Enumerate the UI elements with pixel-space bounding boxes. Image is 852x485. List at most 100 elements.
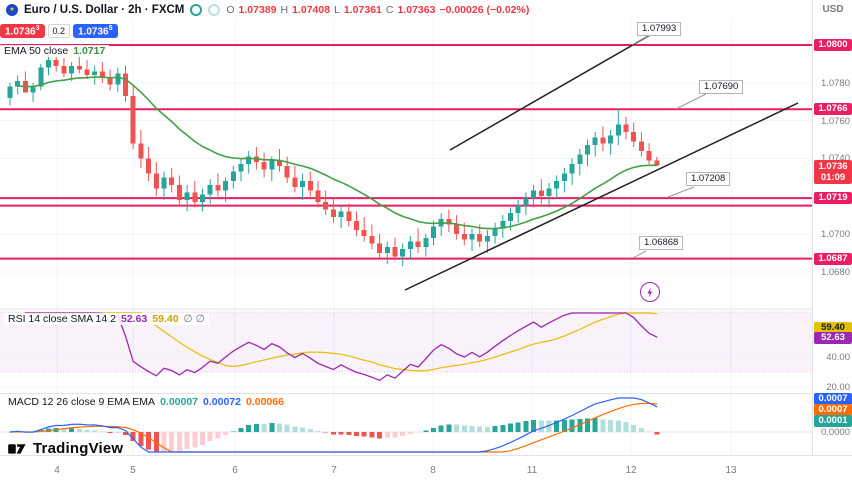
macd-value-badge: 0.0001 xyxy=(814,415,852,427)
trendline[interactable] xyxy=(449,30,658,151)
macd-hist-bar xyxy=(207,432,213,442)
candle-body xyxy=(538,190,544,197)
trendline[interactable] xyxy=(404,102,799,291)
candle-body xyxy=(392,247,398,257)
candle-body xyxy=(146,158,152,174)
candle-body xyxy=(415,241,421,248)
last-price-value: 1.0736 xyxy=(818,160,848,172)
candle-body xyxy=(192,192,198,202)
price-axis-label: 1.0740 xyxy=(820,153,850,165)
time-axis-label: 11 xyxy=(526,465,538,476)
macd-hist-bar xyxy=(554,420,560,432)
axis-currency-label[interactable]: USD xyxy=(822,4,844,15)
macd-hist-bar xyxy=(508,423,513,432)
macd-hist-bar xyxy=(123,432,128,435)
price-callout-3[interactable]: 1.07208 xyxy=(686,172,731,186)
price-callout-2[interactable]: 1.07690 xyxy=(699,80,744,94)
teal-ring-icon[interactable] xyxy=(208,4,221,16)
rsi-value-badge: 52.63 xyxy=(814,332,852,345)
macd-hist-bar xyxy=(477,426,483,432)
level-price-badge: 1.0766 xyxy=(814,103,852,116)
macd-hist-bar xyxy=(392,432,398,438)
macd-hist-bar xyxy=(608,420,614,432)
low-label: L xyxy=(334,4,340,16)
quick-trade-button[interactable] xyxy=(640,282,660,302)
rsi-legend[interactable]: RSI 14 close SMA 14 2 52.63 59.40 ∅ ∅ xyxy=(4,313,209,325)
candle-body xyxy=(369,235,375,244)
rsi-axis-label: 20.00 xyxy=(826,382,850,393)
macd-legend[interactable]: MACD 12 26 close 9 EMA EMA 0.00007 0.000… xyxy=(4,396,288,408)
candle-body xyxy=(315,190,321,202)
macd-hist-bar xyxy=(492,426,498,432)
candle-body xyxy=(577,154,583,165)
candle-body xyxy=(123,73,128,97)
candle-body xyxy=(115,73,121,85)
macd-hist-bar xyxy=(146,432,152,450)
price-axis[interactable]: USD 1.07801.07601.07401.07201.07001.0680… xyxy=(812,0,852,455)
callout-connector xyxy=(667,186,695,198)
price-callout-1[interactable]: 1.07993 xyxy=(637,22,682,36)
buy-button[interactable]: 1.07365 xyxy=(73,24,118,39)
candle-body xyxy=(138,143,144,159)
callout-connector xyxy=(675,93,707,110)
candle-body xyxy=(377,243,383,253)
macd-legend-label: MACD 12 26 close 9 EMA EMA xyxy=(8,396,156,408)
macd-hist-bar xyxy=(92,430,98,432)
level-price-badge: 1.0687 xyxy=(814,252,852,265)
candle-body xyxy=(130,96,136,144)
candle-body xyxy=(454,224,460,234)
macd-hist-value: 0.00007 xyxy=(160,396,199,408)
candle-body xyxy=(431,226,436,238)
macd-hist-bar xyxy=(415,432,421,433)
macd-hist-bar xyxy=(346,432,352,436)
candle-body xyxy=(554,181,560,189)
ohlc-readout: O 1.07389 H 1.07408 L 1.07361 C 1.07363 … xyxy=(226,4,529,16)
tradingview-logo-icon xyxy=(8,444,26,454)
candle-body xyxy=(84,69,90,76)
tradingview-logo-text: TradingView xyxy=(33,440,124,457)
time-axis[interactable]: 4 5 6 7 8 11 12 13 xyxy=(0,455,852,485)
macd-hist-bar xyxy=(223,432,229,436)
sell-sup: 3 xyxy=(35,25,40,32)
candle-body xyxy=(238,164,244,172)
candle-body xyxy=(469,234,475,240)
candle-body xyxy=(354,220,359,231)
macd-hist-bar xyxy=(469,425,475,432)
candle-body xyxy=(61,65,67,74)
candle-body xyxy=(69,65,75,74)
candle-body xyxy=(46,60,51,68)
buy-sell-panel: 1.07363 0.2 1.07365 xyxy=(0,24,118,39)
candle-body xyxy=(461,234,467,240)
candle-body xyxy=(292,177,298,187)
candle-body xyxy=(531,190,537,199)
sell-button[interactable]: 1.07363 xyxy=(0,24,45,39)
symbol-title[interactable]: Euro / U.S. Dollar · 2h · FXCM xyxy=(24,4,185,16)
macd-hist-bar xyxy=(277,423,282,432)
candle-body xyxy=(500,220,506,229)
tradingview-logo[interactable]: TradingView xyxy=(8,440,123,457)
macd-hist-bar xyxy=(569,419,575,432)
high-value: 1.07408 xyxy=(292,4,331,16)
macd-hist-bar xyxy=(238,428,244,432)
candle-body xyxy=(7,86,13,98)
macd-hist-bar xyxy=(538,420,544,432)
teal-dot-icon[interactable] xyxy=(190,4,203,16)
eur-flag-icon: ★ xyxy=(6,4,18,16)
macd-value-badge: 0.0007 xyxy=(814,393,852,405)
candle-body xyxy=(223,181,229,191)
candle-body xyxy=(338,211,344,217)
ema-legend[interactable]: EMA 50 close 1.0717 xyxy=(0,45,110,57)
macd-hist-bar xyxy=(431,427,436,432)
macd-hist-bar xyxy=(138,432,144,446)
price-callout-4[interactable]: 1.06868 xyxy=(639,236,684,250)
macd-hist-bar xyxy=(515,422,521,432)
candle-body xyxy=(546,188,552,197)
open-value: 1.07389 xyxy=(238,4,277,16)
rsi-sma-value: 59.40 xyxy=(152,313,179,325)
candle-body xyxy=(423,237,429,248)
candle-body xyxy=(300,181,306,187)
candle-body xyxy=(654,160,660,166)
macd-hist-bar xyxy=(638,428,644,432)
macd-hist-bar xyxy=(169,432,175,452)
